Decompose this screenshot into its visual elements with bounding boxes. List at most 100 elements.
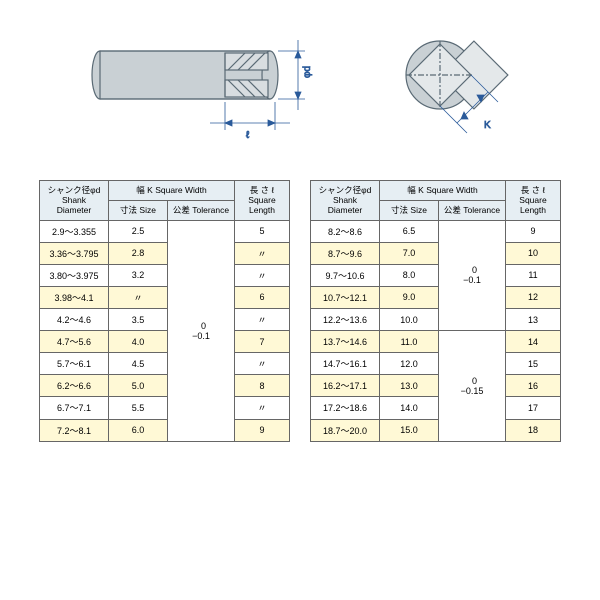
spec-table-left: シャンク径φd Shank Diameter 幅 K Square Width … xyxy=(39,180,290,442)
table-row: 17.2〜18.614.0 17 xyxy=(311,397,561,419)
cell-shank: 6.7〜7.1 xyxy=(40,397,109,419)
table-row: 4.2〜4.63.5〃 xyxy=(40,309,290,331)
cell-shank: 14.7〜16.1 xyxy=(311,353,380,375)
cell-size: 10.0 xyxy=(380,309,439,331)
cell-length: 〃 xyxy=(235,242,290,264)
cell-size: 5.0 xyxy=(109,375,168,397)
cell-shank: 12.2〜13.6 xyxy=(311,309,380,331)
cell-length: 〃 xyxy=(235,309,290,331)
cell-length: 5 xyxy=(235,220,290,242)
table-row: 3.36〜3.7952.8 〃 xyxy=(40,242,290,264)
cell-size: 14.0 xyxy=(380,397,439,419)
cell-size: 7.0 xyxy=(380,242,439,264)
cell-length: 7 xyxy=(235,331,290,353)
table-row: 8.2〜8.66.5 0−0.19 xyxy=(311,220,561,242)
spec-table-right: シャンク径φd Shank Diameter 幅 K Square Width … xyxy=(310,180,561,442)
cell-shank: 8.2〜8.6 xyxy=(311,220,380,242)
cell-length: 〃 xyxy=(235,353,290,375)
table-row: 16.2〜17.113.0 16 xyxy=(311,375,561,397)
cell-length: 〃 xyxy=(235,397,290,419)
hdr-tolerance: 公差 Tolerance xyxy=(168,200,235,220)
technical-drawing: φd ℓ K xyxy=(20,20,580,150)
svg-text:K: K xyxy=(484,120,491,131)
cell-shank: 18.7〜20.0 xyxy=(311,419,380,441)
cell-length: 12 xyxy=(506,286,561,308)
cell-length: 8 xyxy=(235,375,290,397)
cell-size: 5.5 xyxy=(109,397,168,419)
cell-shank: 3.98〜4.1 xyxy=(40,286,109,308)
cell-size: 6.0 xyxy=(109,419,168,441)
cell-size: 13.0 xyxy=(380,375,439,397)
cell-shank: 7.2〜8.1 xyxy=(40,419,109,441)
side-view-diagram: φd ℓ xyxy=(80,20,340,150)
cell-length: 13 xyxy=(506,309,561,331)
cell-length: 15 xyxy=(506,353,561,375)
cell-shank: 10.7〜12.1 xyxy=(311,286,380,308)
table-row: 10.7〜12.19.0 12 xyxy=(311,286,561,308)
cell-size: 6.5 xyxy=(380,220,439,242)
cell-size: 2.5 xyxy=(109,220,168,242)
cell-shank: 13.7〜14.6 xyxy=(311,331,380,353)
cell-tolerance: 0−0.15 xyxy=(439,331,506,442)
cell-shank: 2.9〜3.355 xyxy=(40,220,109,242)
table-row: 7.2〜8.16.0 9 xyxy=(40,419,290,441)
cell-shank: 4.7〜5.6 xyxy=(40,331,109,353)
cell-shank: 5.7〜6.1 xyxy=(40,353,109,375)
cell-shank: 6.2〜6.6 xyxy=(40,375,109,397)
svg-text:ℓ: ℓ xyxy=(246,130,250,141)
cell-size: 9.0 xyxy=(380,286,439,308)
cell-size: 4.5 xyxy=(109,353,168,375)
table-row: 6.2〜6.65.0 8 xyxy=(40,375,290,397)
cell-size: 4.0 xyxy=(109,331,168,353)
cell-shank: 3.80〜3.975 xyxy=(40,264,109,286)
cell-length: 11 xyxy=(506,264,561,286)
hdr-shank: シャンク径φd Shank Diameter xyxy=(311,181,380,221)
hdr-length: 長 さ ℓ Square Length xyxy=(506,181,561,221)
cell-size: 15.0 xyxy=(380,419,439,441)
cell-tolerance: 0−0.1 xyxy=(439,220,506,331)
table-row: 14.7〜16.112.0 15 xyxy=(311,353,561,375)
cell-shank: 3.36〜3.795 xyxy=(40,242,109,264)
table-row: 2.9〜3.3552.5 0−0.15 xyxy=(40,220,290,242)
cell-size: 2.8 xyxy=(109,242,168,264)
end-view-diagram: K xyxy=(380,20,530,150)
cell-tolerance: 0−0.1 xyxy=(168,220,235,441)
cell-length: 17 xyxy=(506,397,561,419)
hdr-length: 長 さ ℓ Square Length xyxy=(235,181,290,221)
cell-shank: 9.7〜10.6 xyxy=(311,264,380,286)
cell-shank: 16.2〜17.1 xyxy=(311,375,380,397)
cell-length: 18 xyxy=(506,419,561,441)
cell-length: 10 xyxy=(506,242,561,264)
table-row: 6.7〜7.15.5 〃 xyxy=(40,397,290,419)
cell-size: 8.0 xyxy=(380,264,439,286)
table-row: 4.7〜5.64.0 7 xyxy=(40,331,290,353)
cell-size: 〃 xyxy=(109,286,168,308)
cell-length: 9 xyxy=(235,419,290,441)
hdr-size: 寸法 Size xyxy=(109,200,168,220)
cell-length: 〃 xyxy=(235,264,290,286)
hdr-size: 寸法 Size xyxy=(380,200,439,220)
cell-length: 14 xyxy=(506,331,561,353)
cell-shank: 17.2〜18.6 xyxy=(311,397,380,419)
cell-size: 3.5 xyxy=(109,309,168,331)
cell-length: 16 xyxy=(506,375,561,397)
table-row: 12.2〜13.610.0 13 xyxy=(311,309,561,331)
table-row: 3.98〜4.1〃 6 xyxy=(40,286,290,308)
table-row: 13.7〜14.611.0 0−0.1514 xyxy=(311,331,561,353)
cell-length: 6 xyxy=(235,286,290,308)
hdr-tolerance: 公差 Tolerance xyxy=(439,200,506,220)
cell-size: 3.2 xyxy=(109,264,168,286)
cell-size: 12.0 xyxy=(380,353,439,375)
table-row: 3.80〜3.9753.2 〃 xyxy=(40,264,290,286)
table-row: 9.7〜10.68.0 11 xyxy=(311,264,561,286)
svg-text:φd: φd xyxy=(302,66,313,78)
table-row: 18.7〜20.015.0 18 xyxy=(311,419,561,441)
cell-shank: 8.7〜9.6 xyxy=(311,242,380,264)
cell-size: 11.0 xyxy=(380,331,439,353)
table-row: 8.7〜9.67.0 10 xyxy=(311,242,561,264)
cell-length: 9 xyxy=(506,220,561,242)
table-row: 5.7〜6.14.5 〃 xyxy=(40,353,290,375)
hdr-width: 幅 K Square Width xyxy=(380,181,506,201)
hdr-width: 幅 K Square Width xyxy=(109,181,235,201)
hdr-shank: シャンク径φd Shank Diameter xyxy=(40,181,109,221)
